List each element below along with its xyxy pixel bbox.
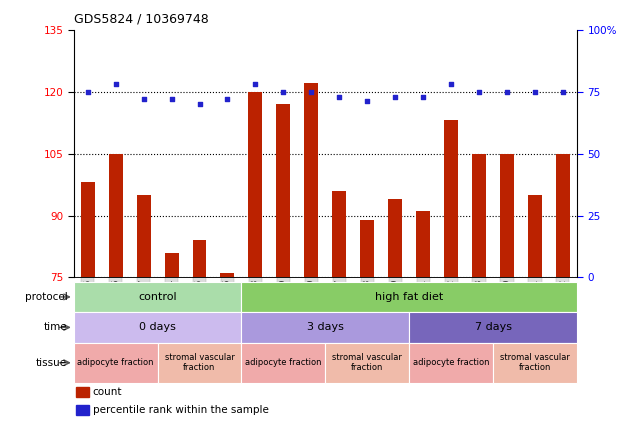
Text: count: count	[93, 387, 122, 397]
Text: protocol: protocol	[24, 292, 67, 302]
Point	[390, 93, 401, 100]
Point	[138, 96, 149, 102]
Bar	[325, 343, 409, 383]
Bar	[76, 387, 89, 397]
Text: control: control	[138, 292, 177, 302]
Bar	[332, 191, 346, 423]
Bar	[242, 282, 577, 312]
Bar	[500, 154, 514, 423]
Bar	[416, 212, 430, 423]
Text: adipocyte fraction: adipocyte fraction	[245, 358, 322, 367]
Text: high fat diet: high fat diet	[375, 292, 444, 302]
Text: 7 days: 7 days	[474, 322, 512, 332]
Point	[194, 101, 204, 107]
Point	[474, 88, 484, 95]
Bar	[276, 104, 290, 423]
Bar	[74, 312, 242, 343]
Bar	[192, 240, 206, 423]
Bar	[74, 343, 158, 383]
Bar	[242, 343, 325, 383]
Bar	[249, 92, 262, 423]
Text: stromal vascular
fraction: stromal vascular fraction	[332, 353, 402, 372]
Point	[250, 81, 260, 88]
Text: time: time	[44, 322, 67, 332]
Point	[502, 88, 512, 95]
Bar	[388, 199, 402, 423]
Bar	[221, 273, 235, 423]
Point	[83, 88, 93, 95]
Point	[418, 93, 428, 100]
Bar	[556, 154, 570, 423]
Bar	[109, 154, 122, 423]
Point	[110, 81, 121, 88]
Bar	[76, 405, 89, 415]
Bar	[360, 220, 374, 423]
Bar	[493, 343, 577, 383]
Point	[446, 81, 456, 88]
Bar	[165, 253, 179, 423]
Point	[306, 88, 317, 95]
Text: adipocyte fraction: adipocyte fraction	[413, 358, 489, 367]
Point	[530, 88, 540, 95]
Point	[558, 88, 568, 95]
Point	[167, 96, 177, 102]
Bar	[137, 195, 151, 423]
Point	[334, 93, 344, 100]
Bar	[409, 312, 577, 343]
Bar	[81, 182, 95, 423]
Point	[362, 98, 372, 105]
Bar	[158, 343, 242, 383]
Bar	[74, 282, 242, 312]
Text: adipocyte fraction: adipocyte fraction	[78, 358, 154, 367]
Text: percentile rank within the sample: percentile rank within the sample	[93, 405, 269, 415]
Point	[222, 96, 233, 102]
Text: stromal vascular
fraction: stromal vascular fraction	[165, 353, 235, 372]
Text: 3 days: 3 days	[307, 322, 344, 332]
Text: GDS5824 / 10369748: GDS5824 / 10369748	[74, 12, 208, 25]
Bar	[444, 121, 458, 423]
Text: tissue: tissue	[36, 358, 67, 368]
Bar	[242, 312, 409, 343]
Text: stromal vascular
fraction: stromal vascular fraction	[500, 353, 570, 372]
Bar	[409, 343, 493, 383]
Bar	[528, 195, 542, 423]
Bar	[472, 154, 486, 423]
Bar	[304, 83, 319, 423]
Point	[278, 88, 288, 95]
Text: 0 days: 0 days	[139, 322, 176, 332]
